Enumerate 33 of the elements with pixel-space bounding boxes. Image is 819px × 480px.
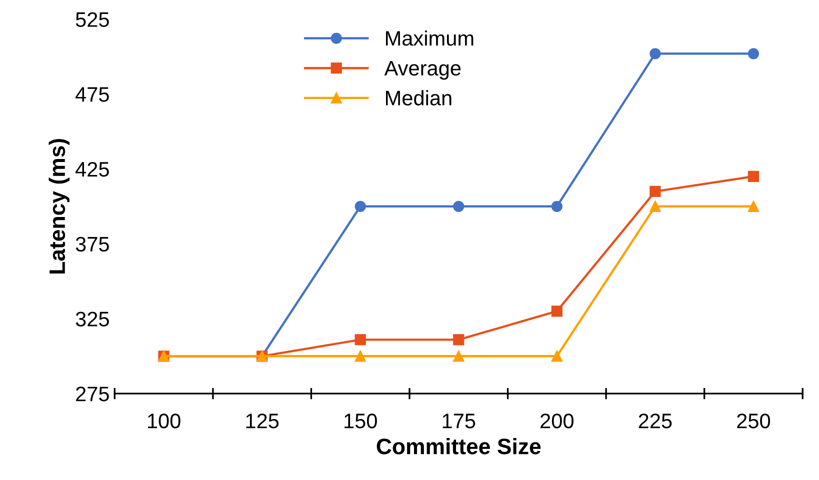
x-tick-label: 150 xyxy=(344,414,377,428)
point xyxy=(453,350,464,362)
legend-label: Average xyxy=(384,61,461,80)
point xyxy=(650,48,661,60)
y-tick-label: 475 xyxy=(76,87,109,102)
point xyxy=(748,48,760,60)
point xyxy=(551,200,562,212)
point xyxy=(650,186,661,197)
y-axis-title: Latency (ms) xyxy=(48,138,70,274)
point xyxy=(453,200,464,212)
y-tick-label: 525 xyxy=(76,12,109,27)
point xyxy=(354,350,366,362)
x-tick-label: 250 xyxy=(737,414,770,428)
legend-label: Maximum xyxy=(386,30,474,46)
legend-label: Median xyxy=(386,90,452,106)
point xyxy=(551,350,562,362)
x-tick-label: 175 xyxy=(442,414,476,428)
point xyxy=(354,200,366,212)
point xyxy=(650,200,661,212)
point xyxy=(551,306,562,317)
x-tick-label: 225 xyxy=(638,414,672,428)
x-axis-title: Committee Size xyxy=(376,438,541,454)
y-tick-label: 425 xyxy=(76,162,109,177)
point xyxy=(354,334,366,346)
x-tick-label: 125 xyxy=(246,414,279,428)
y-tick-label: 275 xyxy=(76,386,109,402)
y-tick-label: 375 xyxy=(76,236,109,252)
point xyxy=(748,200,760,212)
y-tick-label: 325 xyxy=(76,312,109,326)
x-tick-label: 100 xyxy=(148,414,180,428)
point xyxy=(453,334,464,346)
point xyxy=(748,170,760,182)
x-tick-label: 200 xyxy=(540,414,574,428)
